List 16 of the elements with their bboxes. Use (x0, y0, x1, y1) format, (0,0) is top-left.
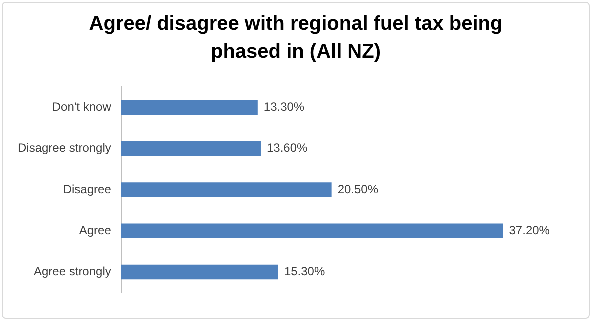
data-label: 13.30% (264, 100, 305, 114)
y-tick-label: Disagree strongly (18, 141, 112, 156)
y-tick-label: Agree strongly (34, 264, 112, 279)
bar (121, 100, 258, 116)
bar (121, 264, 278, 280)
data-label: 20.50% (338, 182, 379, 196)
y-tick-label: Don't know (52, 100, 112, 114)
bar (121, 182, 332, 198)
chart-title: Agree/ disagree with regional fuel tax being phased in (All NZ) (88, 12, 504, 65)
y-tick-label: Agree (79, 223, 112, 238)
bar (121, 141, 261, 156)
data-label: 15.30% (284, 264, 326, 279)
data-label: 13.60% (266, 141, 308, 156)
data-label: 37.20% (509, 223, 550, 238)
y-tick-label: Disagree (63, 182, 112, 196)
bar (121, 224, 504, 239)
